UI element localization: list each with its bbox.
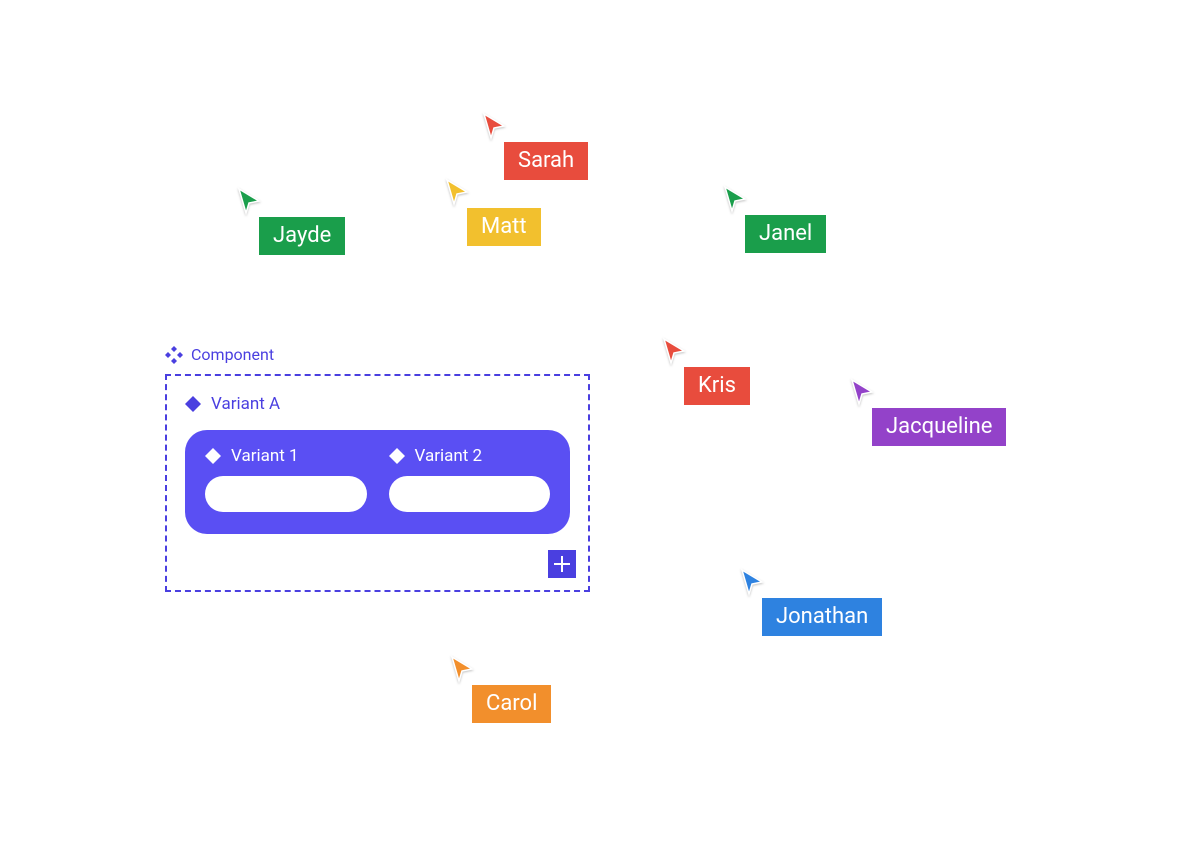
component-title-row: Component	[165, 345, 590, 364]
cursor-label: Jayde	[259, 217, 345, 255]
add-variant-button[interactable]	[548, 550, 576, 578]
variant-slot[interactable]	[389, 476, 551, 512]
cursor-arrow-icon	[850, 378, 874, 406]
cursor-arrow-icon	[740, 568, 764, 596]
cursor-arrow-icon	[662, 337, 686, 365]
cursor-label: Jacqueline	[872, 408, 1006, 446]
variant-column: Variant 1	[205, 446, 367, 512]
cursor-label: Janel	[745, 215, 826, 253]
cursor-label: Jonathan	[762, 598, 882, 636]
cursor-arrow-icon	[237, 187, 261, 215]
cursor-arrow-icon	[450, 655, 474, 683]
plus-icon	[554, 556, 570, 572]
variant-label: Variant 2	[415, 446, 483, 466]
cursor-arrow-icon	[723, 185, 747, 213]
diamond-icon	[185, 396, 201, 412]
variant-column: Variant 2	[389, 446, 551, 512]
variant-heading: Variant 1	[205, 446, 367, 466]
component-set-icon	[165, 346, 183, 364]
cursor-label: Kris	[684, 367, 750, 405]
variant-slot[interactable]	[205, 476, 367, 512]
variant-label: Variant 1	[231, 446, 299, 466]
component-panel: Component Variant A Variant 1	[165, 345, 590, 592]
cursor-label: Carol	[472, 685, 551, 723]
diamond-icon	[389, 448, 405, 464]
diamond-icon	[205, 448, 221, 464]
component-dashed-container[interactable]: Variant A Variant 1 Variant 2	[165, 374, 590, 592]
cursor-arrow-icon	[482, 112, 506, 140]
cursor-arrow-icon	[445, 178, 469, 206]
variant-panel: Variant 1 Variant 2	[185, 430, 570, 534]
component-title-text: Component	[191, 345, 274, 364]
cursor-label: Matt	[467, 208, 541, 246]
variant-section-label-row: Variant A	[185, 394, 570, 414]
variant-section-label: Variant A	[211, 394, 280, 414]
cursor-label: Sarah	[504, 142, 588, 180]
variant-heading: Variant 2	[389, 446, 551, 466]
